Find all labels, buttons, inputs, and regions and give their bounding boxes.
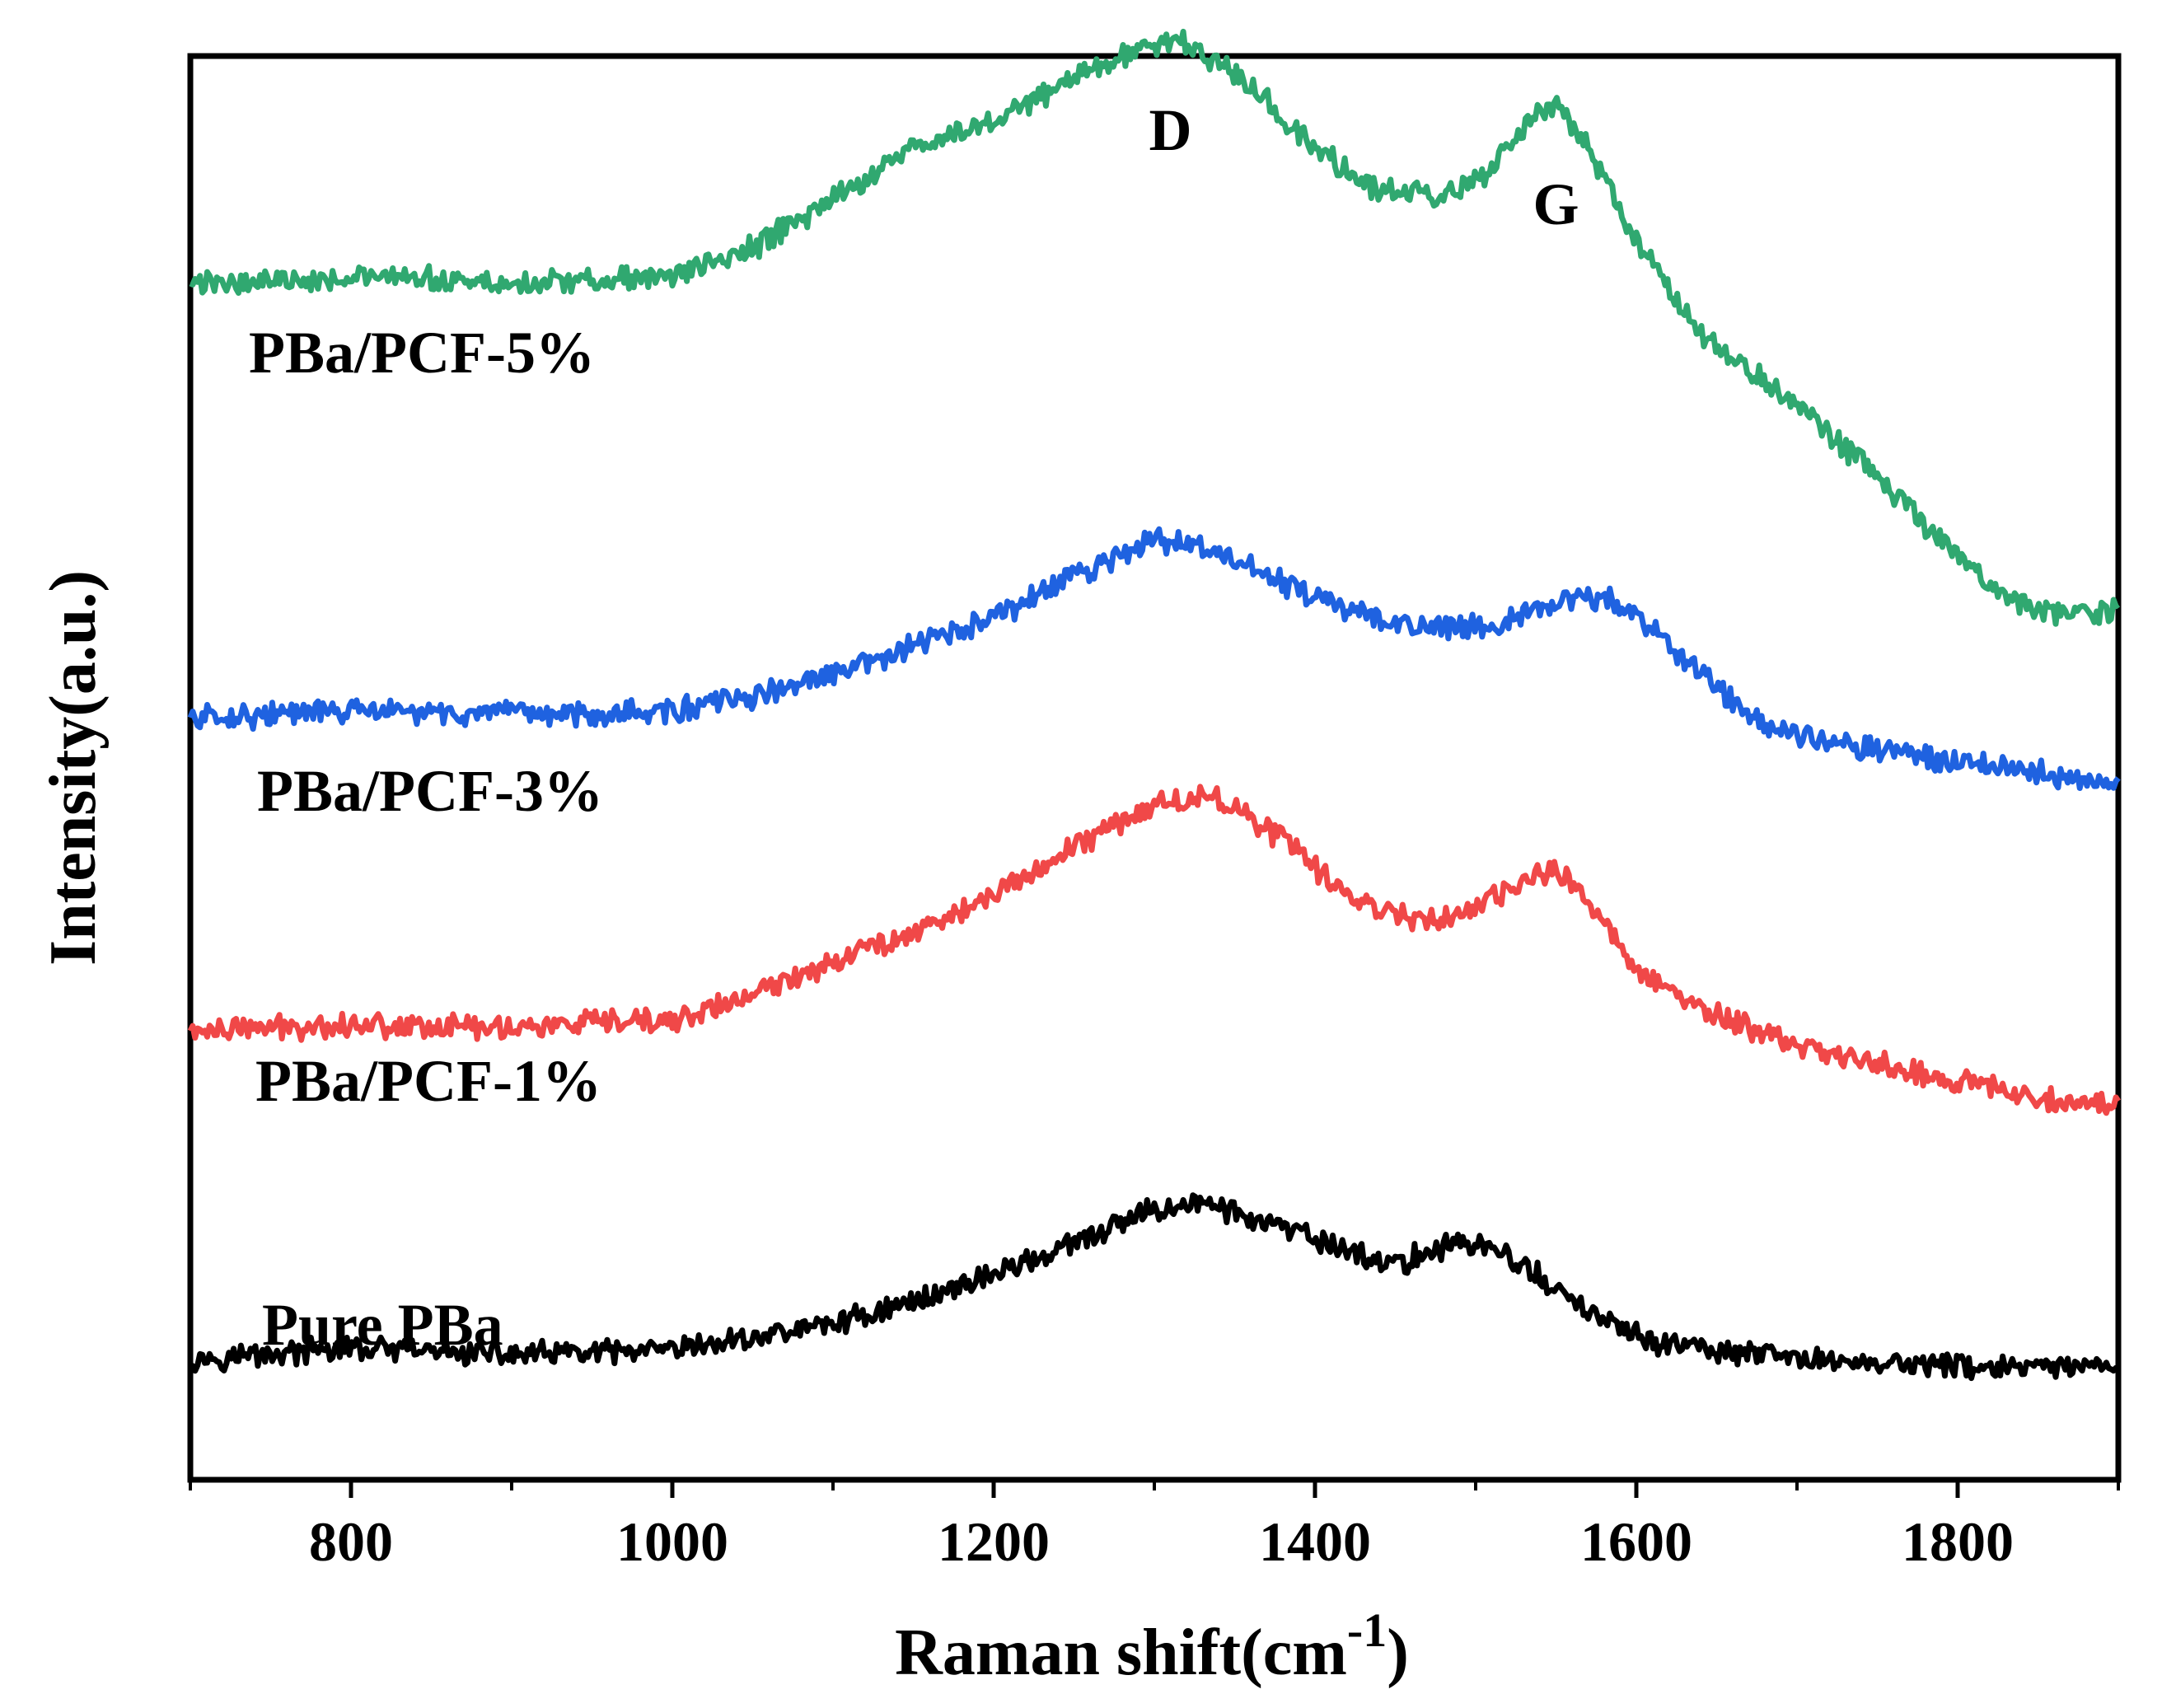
x-axis-title-main: Raman shift(cm (895, 1617, 1347, 1689)
y-axis-title: Intensity(a.u.) (37, 570, 110, 966)
series-line-pba-pcf-1- (187, 784, 2121, 1116)
series-line-pba-pcf-5- (189, 28, 2121, 627)
x-tick-label-1600: 1600 (1580, 1510, 1692, 1573)
series-lines (187, 28, 2121, 1382)
series-label-pba-pcf-3-: PBa/PCF-3% (257, 758, 603, 824)
x-axis-title-superscript: -1 (1347, 1603, 1387, 1657)
series-label-pure-pba: Pure PBa (262, 1292, 503, 1358)
x-axis-title: Raman shift(cm-1) (895, 1603, 1409, 1689)
peak-label-d: D (1149, 97, 1192, 163)
x-tick-label-1200: 1200 (938, 1510, 1050, 1573)
x-axis-title-suffix: ) (1387, 1617, 1409, 1689)
series-line-pure-pba (189, 1192, 2121, 1382)
chart-text: Intensity(a.u.) Raman shift(cm-1) Pure P… (37, 97, 1579, 1689)
x-tick-label-1800: 1800 (1902, 1510, 2014, 1573)
x-tick-label-1400: 1400 (1259, 1510, 1371, 1573)
x-tick-label-1000: 1000 (616, 1510, 728, 1573)
axis-ticks: 800 1000 1200 1400 1600 1800 (189, 1480, 2120, 1573)
x-tick-label-800: 800 (309, 1510, 393, 1573)
series-line-pba-pcf-3- (187, 526, 2121, 791)
peak-label-g: G (1533, 171, 1579, 237)
series-label-pba-pcf-5-: PBa/PCF-5% (249, 320, 595, 386)
series-label-pba-pcf-1-: PBa/PCF-1% (255, 1048, 601, 1114)
